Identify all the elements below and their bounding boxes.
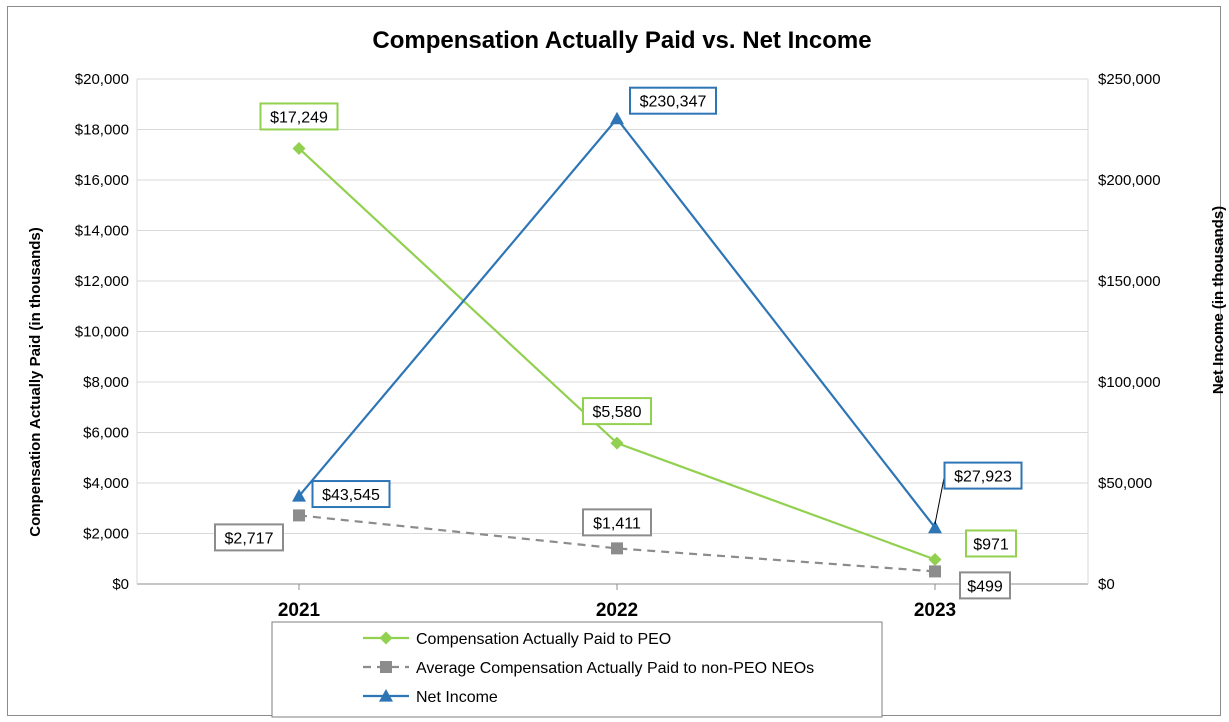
x-tick-label: 2022 [596, 600, 638, 621]
series-0 [292, 141, 942, 566]
y-right-tick-label: $50,000 [1098, 475, 1152, 492]
y-left-tick-label: $20,000 [75, 71, 129, 88]
data-point [610, 436, 624, 450]
data-point [928, 552, 942, 566]
y-right-tick-label: $150,000 [1098, 273, 1161, 290]
data-label-box [582, 508, 652, 537]
data-label: $27,923 [934, 461, 1023, 525]
series-2 [292, 111, 942, 534]
y-left-tick-label: $2,000 [83, 526, 129, 543]
data-label: $1,411 [582, 508, 652, 537]
y-right-tick-label: $100,000 [1098, 374, 1161, 391]
y-left-tick-label: $10,000 [75, 324, 129, 341]
data-label: $43,545 [311, 480, 391, 509]
data-label: $2,717 [214, 523, 284, 552]
y-left-tick-label: $4,000 [83, 475, 129, 492]
y-left-tick-label: $8,000 [83, 374, 129, 391]
legend-label: Compensation Actually Paid to PEO [416, 631, 671, 648]
y-left-tick-label: $18,000 [75, 122, 129, 139]
data-label-text: $27,923 [954, 469, 1012, 486]
legend-item: Average Compensation Actually Paid to no… [363, 660, 814, 677]
legend-label: Net Income [416, 689, 498, 706]
data-label-text: $2,717 [225, 530, 274, 547]
legend-item: Net Income [363, 689, 498, 706]
y-right-tick-label: $0 [1098, 576, 1115, 593]
data-label-box [629, 86, 717, 115]
legend-marker [379, 631, 393, 645]
data-label-box [943, 461, 1023, 490]
series-layer [292, 111, 942, 578]
label-leader-line [934, 475, 945, 525]
chart-title: Compensation Actually Paid vs. Net Incom… [372, 27, 871, 54]
data-label-box [582, 397, 652, 426]
x-tick-label: 2021 [278, 600, 321, 621]
data-label-box [214, 523, 284, 552]
data-label: $17,249 [259, 102, 339, 131]
data-label-box [959, 571, 1011, 600]
data-label: $5,580 [582, 397, 652, 426]
data-label-text: $43,545 [322, 487, 380, 504]
data-point [610, 111, 624, 125]
data-point [929, 565, 941, 578]
data-label-box [259, 102, 339, 131]
chart-frame [7, 6, 1221, 716]
data-label-text: $230,347 [640, 94, 707, 111]
data-label: $230,347 [629, 86, 717, 115]
series-line [298, 147, 936, 561]
y-left-tick-label: $14,000 [75, 223, 129, 240]
y-axis-left-label: Compensation Actually Paid (in thousands… [27, 227, 44, 536]
data-label-text: $5,580 [593, 404, 642, 421]
axes: $0 $2,000 $4,000 $6,000 $8,000 $10,000 $12,000… [75, 71, 1161, 621]
y-left-tick-label: $6,000 [83, 425, 129, 442]
y-right-tick-label: $250,000 [1098, 71, 1161, 88]
data-label-text: $17,249 [270, 109, 328, 126]
series-line [298, 514, 936, 573]
data-label-box [965, 529, 1017, 558]
data-label-text: $499 [967, 578, 1003, 595]
data-label-box [311, 480, 391, 509]
data-label: $499 [959, 571, 1011, 600]
legend-label: Average Compensation Actually Paid to no… [416, 660, 814, 677]
y-left-tick-label: $16,000 [75, 172, 129, 189]
data-point [292, 489, 306, 502]
data-point [928, 520, 942, 534]
data-labels: $17,249 $5,580 $971 $2,717 $1,411 $499 $43,545… [214, 86, 1023, 600]
legend-item: Compensation Actually Paid to PEO [363, 631, 671, 648]
data-label-text: $1,411 [593, 515, 641, 532]
y-left-tick-label: $0 [112, 576, 129, 593]
series-1 [293, 509, 941, 578]
y-left-tick-label: $12,000 [75, 273, 129, 290]
x-tick-label: 2023 [914, 600, 956, 621]
data-point [293, 509, 305, 522]
data-label-text: $971 [973, 536, 1009, 553]
data-point [611, 542, 623, 555]
data-point [292, 141, 306, 155]
y-axis-right-label: Net Income (in thousands) [1210, 206, 1227, 394]
data-label: $971 [965, 529, 1017, 558]
y-right-tick-label: $200,000 [1098, 172, 1161, 189]
legend: Compensation Actually Paid to PEO Average… [271, 621, 883, 718]
legend-marker [380, 661, 392, 673]
legend-marker [379, 689, 393, 702]
